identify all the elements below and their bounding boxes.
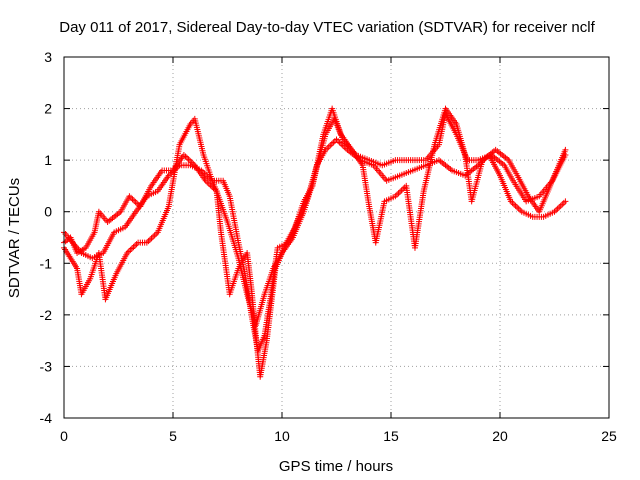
data-point-marker — [132, 242, 139, 249]
data-point-marker — [400, 185, 407, 192]
data-point-marker — [560, 199, 567, 206]
y-tick-label: -4 — [40, 410, 53, 426]
data-series — [61, 105, 569, 380]
data-point-marker — [395, 190, 402, 197]
data-point-marker — [325, 143, 332, 150]
data-point-marker — [145, 238, 152, 245]
y-tick-label: 1 — [44, 152, 52, 168]
data-point-marker — [324, 145, 331, 152]
data-point-marker — [148, 235, 155, 242]
data-point-marker — [133, 241, 140, 248]
data-point-marker — [127, 247, 134, 254]
x-tick-label: 10 — [274, 428, 290, 444]
y-tick-label: 0 — [44, 204, 52, 220]
data-point-marker — [333, 136, 340, 143]
data-point-marker — [557, 202, 564, 209]
data-point-marker — [132, 199, 139, 206]
data-point-marker — [150, 233, 157, 240]
axis-ticks: 0 5 10 15 20 25 -4 -3 -2 -1 0 1 2 3 — [40, 49, 617, 444]
data-point-marker — [327, 142, 334, 149]
y-tick-label: -1 — [40, 255, 53, 271]
data-point-marker — [335, 137, 342, 144]
x-tick-label: 0 — [60, 428, 68, 444]
data-point-marker — [556, 204, 563, 211]
data-point-marker — [185, 156, 192, 163]
y-tick-label: -2 — [40, 307, 53, 323]
plot-frame — [63, 56, 610, 419]
data-point-marker — [562, 146, 569, 153]
data-point-marker — [397, 188, 404, 195]
x-tick-label: 20 — [492, 428, 508, 444]
data-point-marker — [562, 198, 569, 205]
x-tick-label: 5 — [169, 428, 177, 444]
grid — [64, 57, 609, 418]
data-point-marker — [130, 244, 137, 251]
x-tick-label: 25 — [601, 428, 617, 444]
data-point-marker — [514, 204, 521, 211]
y-tick-label: 3 — [44, 49, 52, 65]
y-axis-label: SDTVAR / TECUs — [6, 178, 23, 298]
y-tick-label: -3 — [40, 358, 53, 374]
data-point-marker — [328, 140, 335, 147]
data-point-marker — [128, 245, 135, 252]
data-point-marker — [131, 197, 138, 204]
data-point-marker — [512, 202, 519, 209]
data-point-marker — [330, 139, 337, 146]
x-axis-label: GPS time / hours — [279, 458, 393, 475]
x-tick-label: 15 — [383, 428, 399, 444]
series-trace-3 — [61, 105, 569, 380]
data-point-marker — [151, 232, 158, 239]
data-point-marker — [146, 236, 153, 243]
series-trace-1 — [61, 110, 569, 329]
y-tick-label: 2 — [44, 101, 52, 117]
data-point-marker — [129, 196, 136, 203]
data-point-marker — [515, 205, 522, 212]
chart-title: Day 011 of 2017, Sidereal Day-to-day VTE… — [59, 19, 595, 36]
data-point-marker — [554, 205, 561, 212]
data-point-marker — [511, 201, 518, 208]
data-point-marker — [188, 159, 195, 166]
data-point-marker — [559, 201, 566, 208]
